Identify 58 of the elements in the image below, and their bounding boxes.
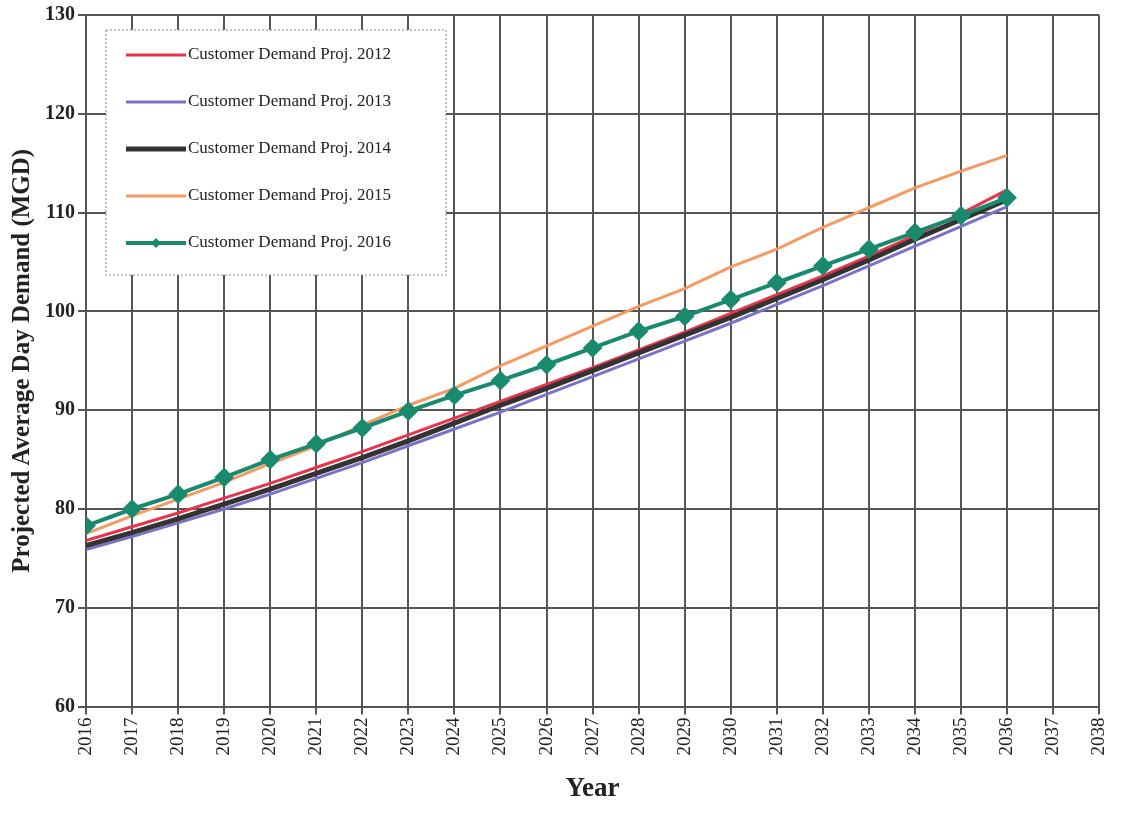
x-tick-label: 2021	[304, 717, 326, 756]
x-tick-label: 2035	[949, 717, 971, 756]
x-tick-label: 2029	[672, 717, 694, 756]
x-tick-label: 2030	[718, 717, 740, 756]
point	[952, 206, 971, 225]
legend-label: Customer Demand Proj. 2016	[188, 232, 392, 252]
x-tick-label: 2031	[764, 717, 786, 756]
x-axis-title: Year	[565, 771, 620, 802]
x-tick-label: 2037	[1041, 717, 1063, 756]
point	[491, 371, 510, 390]
point	[307, 434, 326, 453]
x-tick-label: 2028	[626, 717, 648, 756]
legend-label: Customer Demand Proj. 2012	[188, 44, 392, 64]
point	[399, 402, 418, 421]
legend-label: Customer Demand Proj. 2013	[188, 91, 392, 111]
x-tick-label: 2038	[1087, 717, 1109, 756]
x-tick-label: 2020	[258, 717, 280, 756]
point	[675, 307, 694, 326]
x-tick-label: 2018	[166, 717, 188, 756]
point	[169, 485, 188, 504]
x-tick-label: 2016	[73, 717, 95, 756]
point	[813, 256, 832, 275]
point	[445, 386, 464, 405]
x-tick-label: 2022	[350, 717, 372, 756]
y-tick-label: 110	[46, 199, 75, 222]
y-tick-label: 90	[55, 397, 75, 420]
point	[998, 188, 1017, 207]
x-tick-label: 2033	[856, 717, 878, 756]
x-tick-label: 2036	[995, 717, 1017, 756]
point	[767, 273, 786, 292]
point	[215, 468, 234, 487]
x-tick-label: 2019	[212, 717, 234, 756]
point	[261, 450, 280, 469]
x-tick-label: 2026	[534, 717, 556, 756]
point	[537, 355, 556, 374]
point	[721, 290, 740, 309]
x-tick-label: 2034	[902, 717, 924, 756]
y-tick-label: 70	[55, 594, 75, 617]
y-axis-title: Projected Average Day Demand (MGD)	[7, 148, 36, 573]
point	[629, 322, 648, 341]
x-tick-label: 2032	[810, 717, 832, 756]
legend-label: Customer Demand Proj. 2014	[188, 138, 392, 158]
point	[353, 418, 372, 437]
point	[905, 223, 924, 242]
point	[859, 240, 878, 259]
y-tick-label: 80	[55, 496, 75, 519]
point	[123, 500, 142, 518]
y-tick-label: 120	[45, 100, 75, 123]
y-tick-label: 60	[55, 693, 75, 716]
x-tick-label: 2017	[120, 717, 142, 756]
point	[583, 338, 602, 357]
x-tick-label: 2023	[396, 717, 418, 756]
x-tick-label: 2025	[488, 717, 510, 756]
x-tick-label: 2027	[580, 717, 602, 756]
legend-label: Customer Demand Proj. 2015	[188, 185, 392, 205]
y-tick-label: 100	[45, 298, 75, 321]
y-tick-label: 130	[45, 2, 75, 25]
x-tick-label: 2024	[442, 717, 464, 756]
